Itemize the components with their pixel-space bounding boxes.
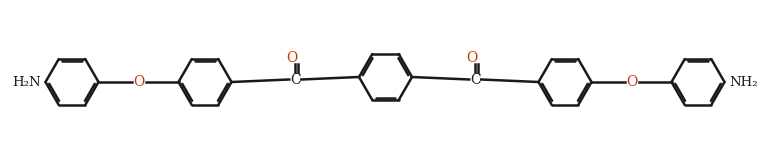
Text: O: O xyxy=(466,51,478,64)
Text: O: O xyxy=(287,51,298,64)
Text: C: C xyxy=(290,73,301,86)
Text: O: O xyxy=(626,75,637,89)
Text: H₂N: H₂N xyxy=(12,75,41,89)
Text: NH₂: NH₂ xyxy=(729,75,758,89)
Text: O: O xyxy=(133,75,144,89)
Text: C: C xyxy=(470,73,480,86)
